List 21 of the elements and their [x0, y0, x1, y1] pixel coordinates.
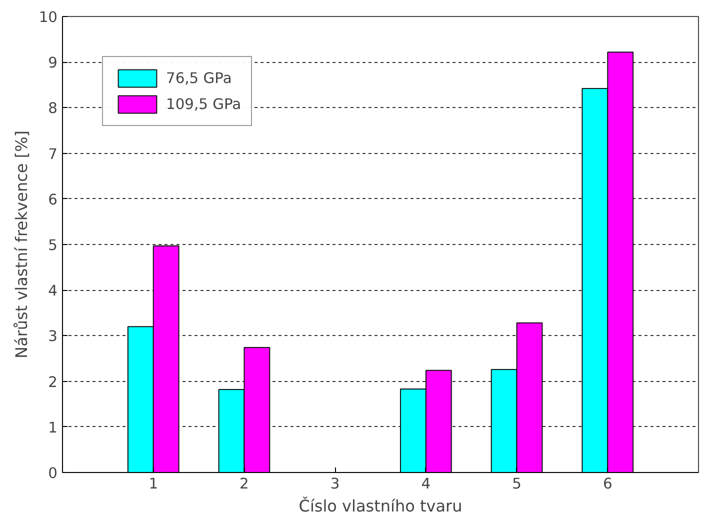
legend-label: 76,5 GPa — [166, 70, 232, 86]
y-axis-title: Nárůst vlastní frekvence [%] — [12, 130, 31, 359]
y-tick-label: 1 — [48, 419, 58, 436]
x-tick-label: 2 — [240, 476, 249, 492]
y-tick-label: 9 — [48, 54, 58, 72]
x-tick-label: 1 — [148, 476, 158, 492]
x-tick-label: 3 — [330, 476, 340, 492]
x-tick-label: 6 — [602, 476, 612, 492]
y-tick-label: 10 — [38, 9, 58, 26]
legend-label: 109,5 GPa — [166, 96, 242, 112]
y-tick-label: 3 — [48, 328, 58, 346]
y-tick-label: 8 — [48, 100, 58, 118]
y-tick-label: 2 — [48, 374, 58, 391]
y-tick-label: 7 — [48, 146, 58, 163]
y-tick-label: 6 — [48, 191, 58, 208]
y-tick-label: 0 — [48, 465, 58, 482]
x-tick-label: 5 — [512, 476, 522, 492]
y-tick-label: 4 — [48, 282, 58, 300]
y-tick-label: 5 — [48, 237, 58, 254]
x-tick-label: 4 — [421, 476, 431, 492]
x-axis-title: Číslo vlastního tvaru — [298, 496, 462, 516]
